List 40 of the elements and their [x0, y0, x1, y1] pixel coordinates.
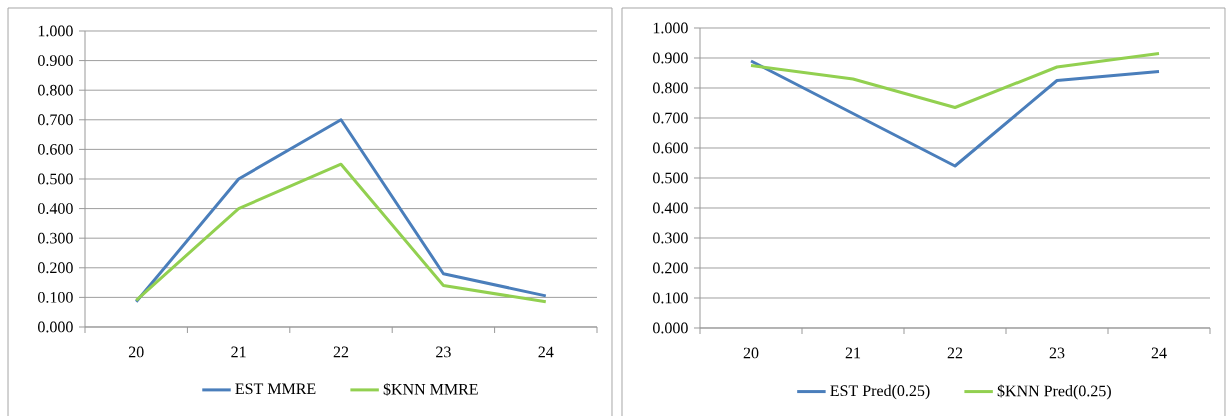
legend-label: EST MMRE — [235, 383, 316, 395]
y-tick-label: 0.900 — [653, 52, 688, 64]
y-tick-label: 0.300 — [653, 232, 688, 244]
y-tick-label: 0.100 — [653, 292, 688, 304]
y-tick-label: 0.200 — [653, 262, 688, 274]
y-tick-label: 0.100 — [38, 291, 73, 303]
x-tick-label: 23 — [436, 346, 451, 358]
y-tick-label: 0.400 — [653, 202, 688, 214]
y-tick-label: 0.600 — [653, 142, 688, 154]
y-tick-label: 0.700 — [653, 112, 688, 124]
y-tick-label: 0.600 — [38, 143, 73, 155]
x-tick-label: 22 — [333, 346, 349, 358]
legend-label: $KNN MMRE — [383, 382, 478, 396]
y-tick-label: 0.500 — [38, 173, 73, 185]
x-tick-label: 20 — [743, 347, 759, 359]
y-tick-label: 0.300 — [38, 232, 73, 244]
x-tick-label: 21 — [845, 347, 861, 359]
legend-label: EST Pred(0.25) — [830, 384, 930, 400]
x-tick-label: 24 — [1151, 347, 1167, 359]
x-tick-label: 21 — [231, 346, 246, 358]
line-series — [134, 162, 548, 304]
x-tick-label: 22 — [947, 347, 963, 359]
y-tick-label: 0.900 — [38, 55, 73, 67]
y-tick-label: 1.000 — [653, 22, 688, 34]
y-tick-label: 0.000 — [38, 321, 73, 333]
y-tick-label: 1.000 — [38, 25, 73, 37]
x-tick-label: 23 — [1049, 347, 1065, 359]
x-tick-label: 24 — [538, 346, 554, 358]
legend-label: $KNN Pred(0.25) — [997, 384, 1111, 400]
y-tick-label: 0.400 — [38, 203, 73, 215]
y-tick-label: 0.200 — [38, 262, 73, 274]
line-series — [134, 118, 548, 304]
x-tick-label: 20 — [128, 346, 144, 358]
y-tick-label: 0.000 — [653, 322, 688, 334]
y-tick-label: 0.800 — [653, 82, 688, 94]
y-tick-label: 0.800 — [38, 84, 73, 96]
line-series — [749, 59, 1161, 168]
y-tick-label: 0.700 — [38, 114, 73, 126]
line-series — [749, 51, 1161, 109]
y-tick-label: 0.500 — [653, 172, 688, 184]
